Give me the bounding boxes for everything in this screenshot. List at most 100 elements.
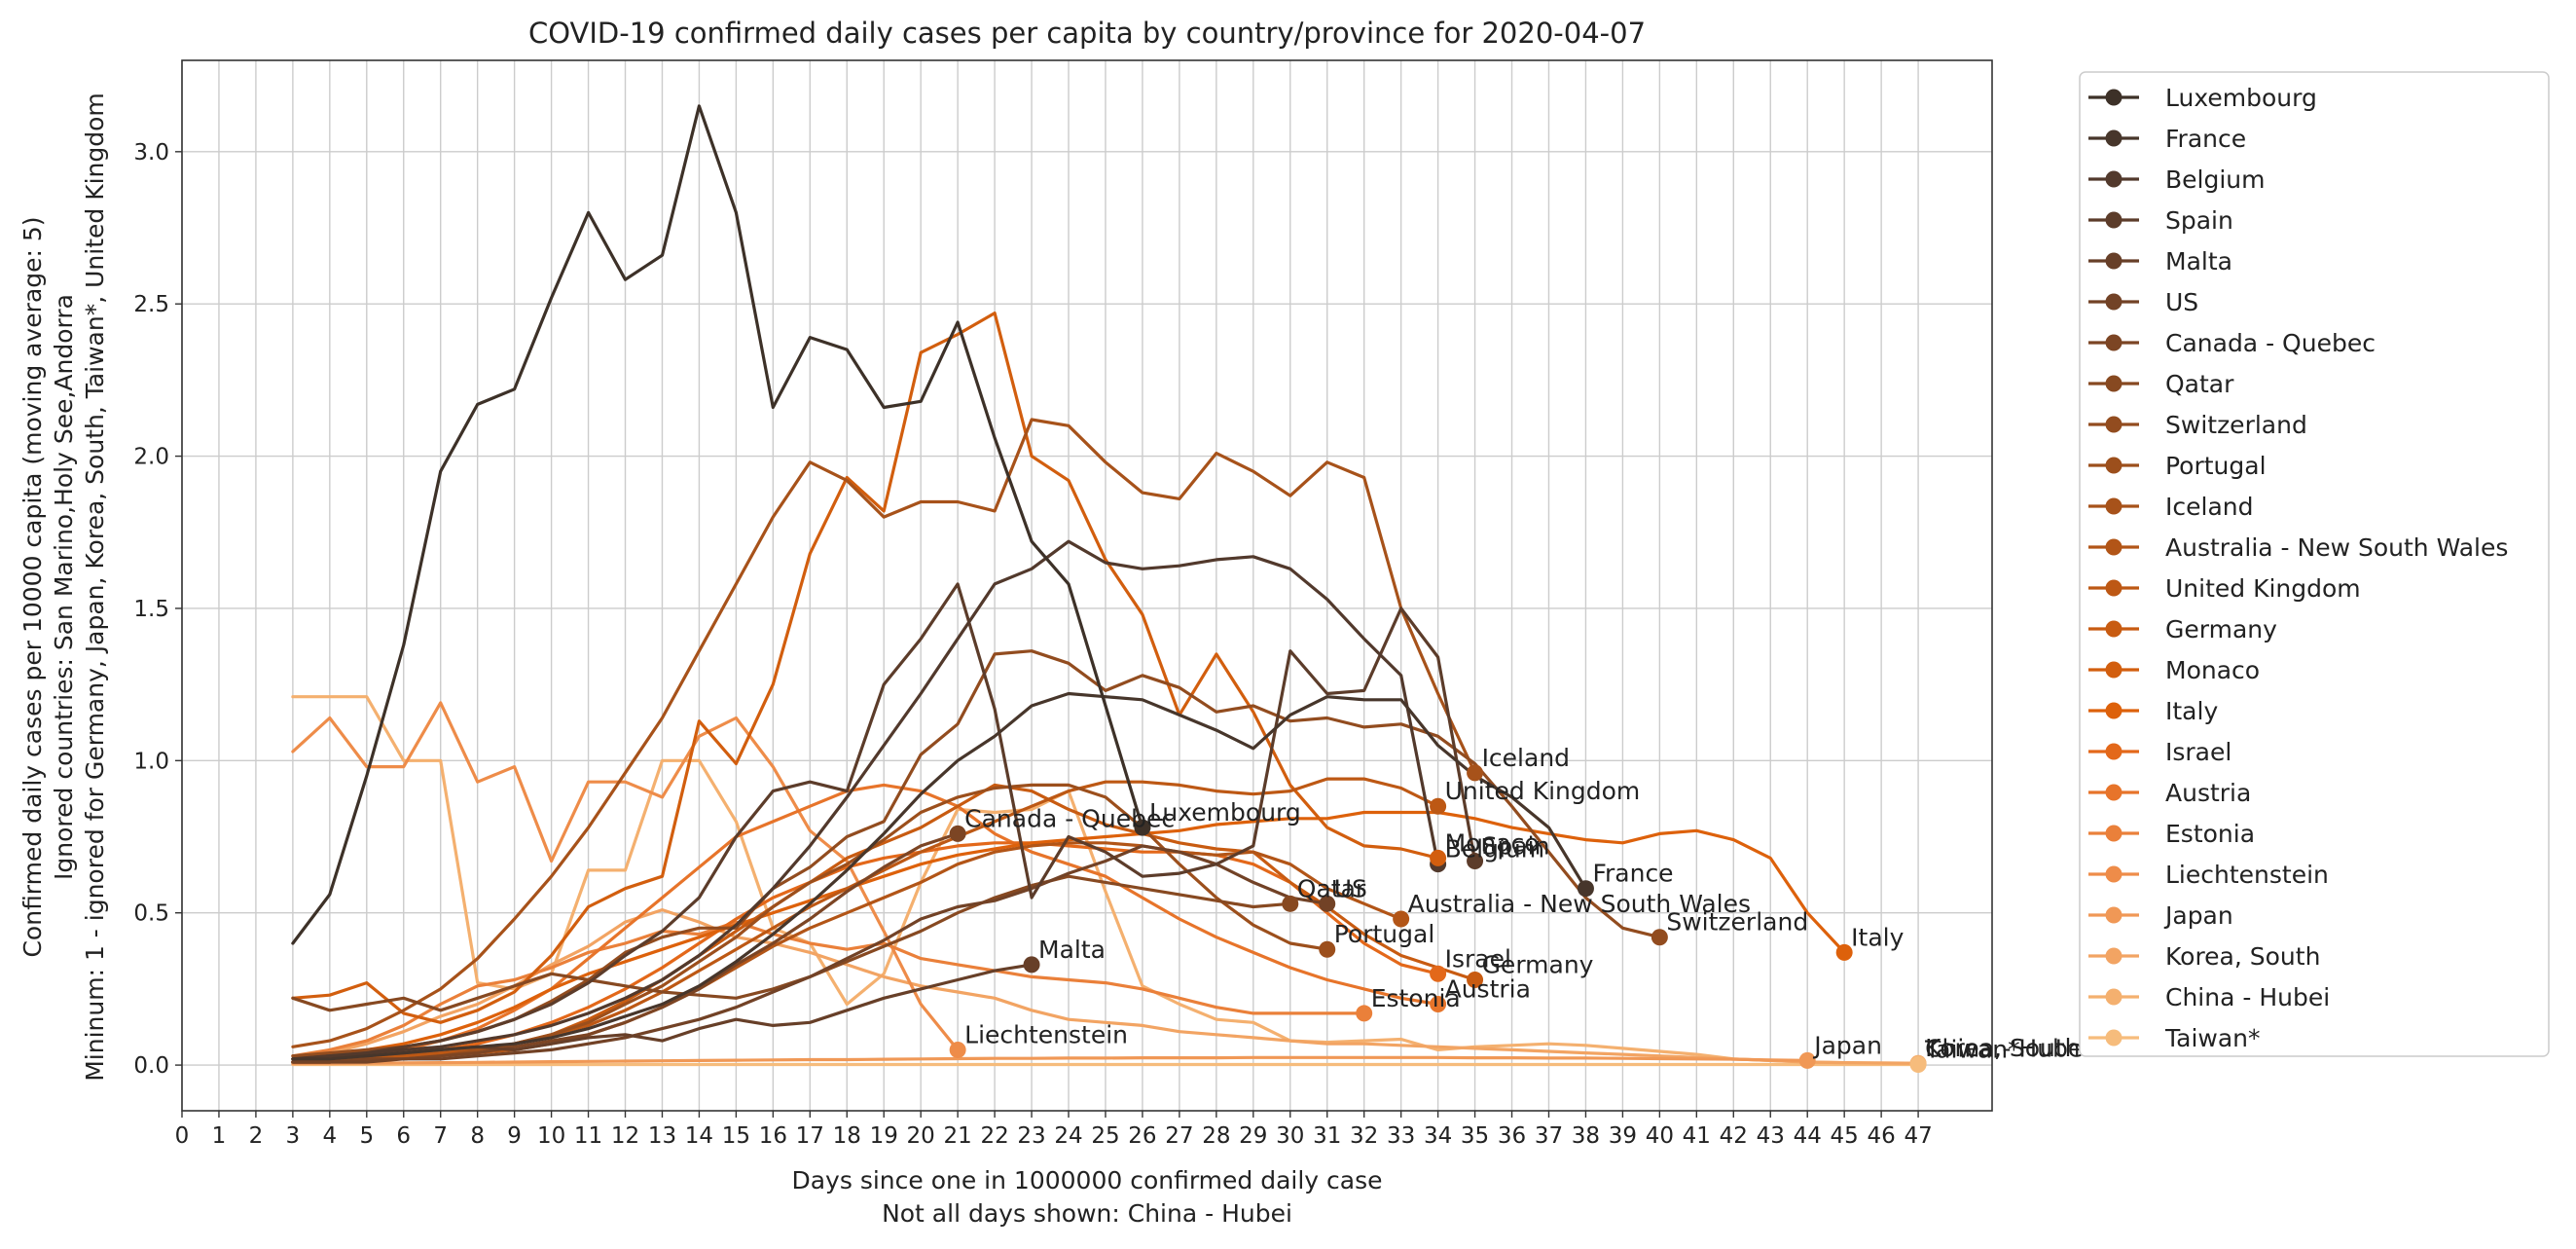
x-tick-label: 38	[1572, 1123, 1600, 1149]
x-tick-label: 7	[433, 1123, 448, 1149]
legend-entry: Canada - Quebec	[2165, 329, 2376, 357]
legend-box	[2079, 71, 2550, 1057]
x-tick-label: 28	[1202, 1123, 1230, 1149]
series-line	[291, 701, 960, 1052]
legend-entry: China - Hubei	[2165, 983, 2330, 1011]
series-end-point	[1467, 972, 1484, 989]
series-line	[291, 1055, 1809, 1066]
series-end-label: China - Hubei	[1925, 1035, 2089, 1063]
series-end-point	[1430, 797, 1447, 815]
y-axis-ticks: 0.0 0.5 1.0 1.5 2.0 2.5 3.0	[133, 140, 182, 1079]
chart-title: COVID-19 confirmed daily cases per capit…	[528, 17, 1646, 50]
x-axis-note: Not all days shown: China - Hubei	[882, 1199, 1292, 1228]
x-tick-label: 27	[1165, 1123, 1193, 1149]
legend-marker	[2105, 457, 2122, 474]
legend-marker	[2105, 661, 2122, 679]
legend-entry: Korea, South	[2165, 942, 2320, 971]
y-axis-label-line-2: Ignored countries: San Marino,Holy See,A…	[50, 294, 78, 880]
series-end-label: United Kingdom	[1445, 777, 1641, 805]
legend-entry: Austria	[2165, 779, 2251, 807]
series-end-label: Estonia	[1371, 984, 1461, 1012]
series-end-label: Switzerland	[1666, 908, 1808, 937]
x-tick-label: 29	[1239, 1123, 1267, 1149]
x-tick-label: 18	[833, 1123, 861, 1149]
x-tick-label: 1	[212, 1123, 227, 1149]
series-end-label: Australia - New South Wales	[1408, 890, 1751, 918]
series-end-point	[1467, 853, 1484, 870]
y-tick-label: 2.5	[133, 292, 169, 317]
legend-entry: Spain	[2165, 206, 2233, 235]
legend-marker	[2105, 906, 2122, 924]
legend-entry: Israel	[2165, 738, 2231, 766]
y-tick-label: 1.5	[133, 597, 169, 622]
series-line	[291, 104, 1144, 945]
legend-marker	[2105, 784, 2122, 801]
series-end-label: Malta	[1038, 936, 1106, 964]
legend-marker	[2105, 579, 2122, 597]
series-line	[291, 844, 1329, 1064]
series-end-point	[1798, 1051, 1816, 1069]
x-tick-label: 15	[722, 1123, 750, 1149]
series-end-label: Liechtenstein	[964, 1020, 1128, 1048]
legend-entry: Australia - New South Wales	[2165, 533, 2508, 562]
x-tick-label: 26	[1128, 1123, 1156, 1149]
series-line	[291, 841, 1440, 1061]
legend-marker	[2105, 988, 2122, 1006]
x-tick-label: 10	[537, 1123, 565, 1149]
y-axis-label-line-3: Mininum: 1 - ignored for Germany, Japan,…	[81, 92, 109, 1082]
y-tick-label: 2.0	[133, 445, 169, 470]
x-tick-label: 34	[1424, 1123, 1452, 1149]
x-tick-label: 46	[1867, 1123, 1895, 1149]
x-tick-label: 2	[249, 1123, 264, 1149]
series-end-label: Germany	[1482, 951, 1594, 979]
legend-marker	[2105, 825, 2122, 842]
series-line	[291, 783, 1440, 1064]
x-tick-label: 35	[1461, 1123, 1489, 1149]
legend-marker	[2105, 743, 2122, 760]
legend-marker	[2105, 1029, 2122, 1047]
legend-entry: Japan	[2163, 901, 2233, 930]
x-tick-label: 40	[1646, 1123, 1674, 1149]
legend-entry: Switzerland	[2165, 411, 2307, 439]
x-tick-label: 6	[396, 1123, 411, 1149]
series-end-label: US	[1334, 874, 1367, 902]
series-end-point	[1393, 910, 1410, 928]
x-tick-label: 31	[1313, 1123, 1341, 1149]
series-end-label: Austria	[1445, 975, 1531, 1004]
x-tick-label: 8	[470, 1123, 485, 1149]
series-end-point	[1134, 819, 1151, 836]
series-end-label: Luxembourg	[1149, 798, 1301, 827]
x-tick-label: 30	[1276, 1123, 1304, 1149]
x-tick-label: 9	[507, 1123, 522, 1149]
legend-marker	[2105, 252, 2122, 270]
y-tick-label: 3.0	[133, 140, 169, 165]
series-line	[291, 691, 1588, 1061]
series-end-point	[1430, 965, 1447, 982]
x-tick-label: 42	[1720, 1123, 1748, 1149]
x-tick-label: 41	[1683, 1123, 1711, 1149]
x-tick-label: 0	[175, 1123, 190, 1149]
x-tick-label: 24	[1054, 1123, 1082, 1149]
x-axis-ticks: 0 1 2 3 4 5 6 7 8 9 10 11 12 13 14 15 16 17 18 19 20 21 22 23 24…	[175, 1111, 1933, 1149]
x-tick-label: 5	[359, 1123, 374, 1149]
legend-marker	[2105, 170, 2122, 188]
x-tick-label: 16	[759, 1123, 787, 1149]
series-end-label: Canada - Quebec	[964, 804, 1175, 832]
legend-entry: United Kingdom	[2165, 574, 2361, 603]
legend-marker	[2105, 334, 2122, 351]
legend-entry: Portugal	[2165, 452, 2267, 480]
y-tick-label: 0.5	[133, 901, 169, 927]
series-end-label: Japan	[1812, 1031, 1882, 1059]
legend-marker	[2105, 129, 2122, 147]
series-end-point	[1467, 764, 1484, 782]
series-line	[291, 907, 1920, 1065]
series-end-point	[1282, 895, 1299, 912]
series-end-point	[1835, 943, 1853, 961]
series-line	[291, 783, 1329, 1064]
series-end-point	[1651, 929, 1668, 946]
series-end-point	[1577, 880, 1594, 898]
y-axis-label-line-1: Confirmed daily cases per 10000 capita (…	[18, 216, 47, 957]
series-end-label: Israel	[1445, 944, 1511, 973]
